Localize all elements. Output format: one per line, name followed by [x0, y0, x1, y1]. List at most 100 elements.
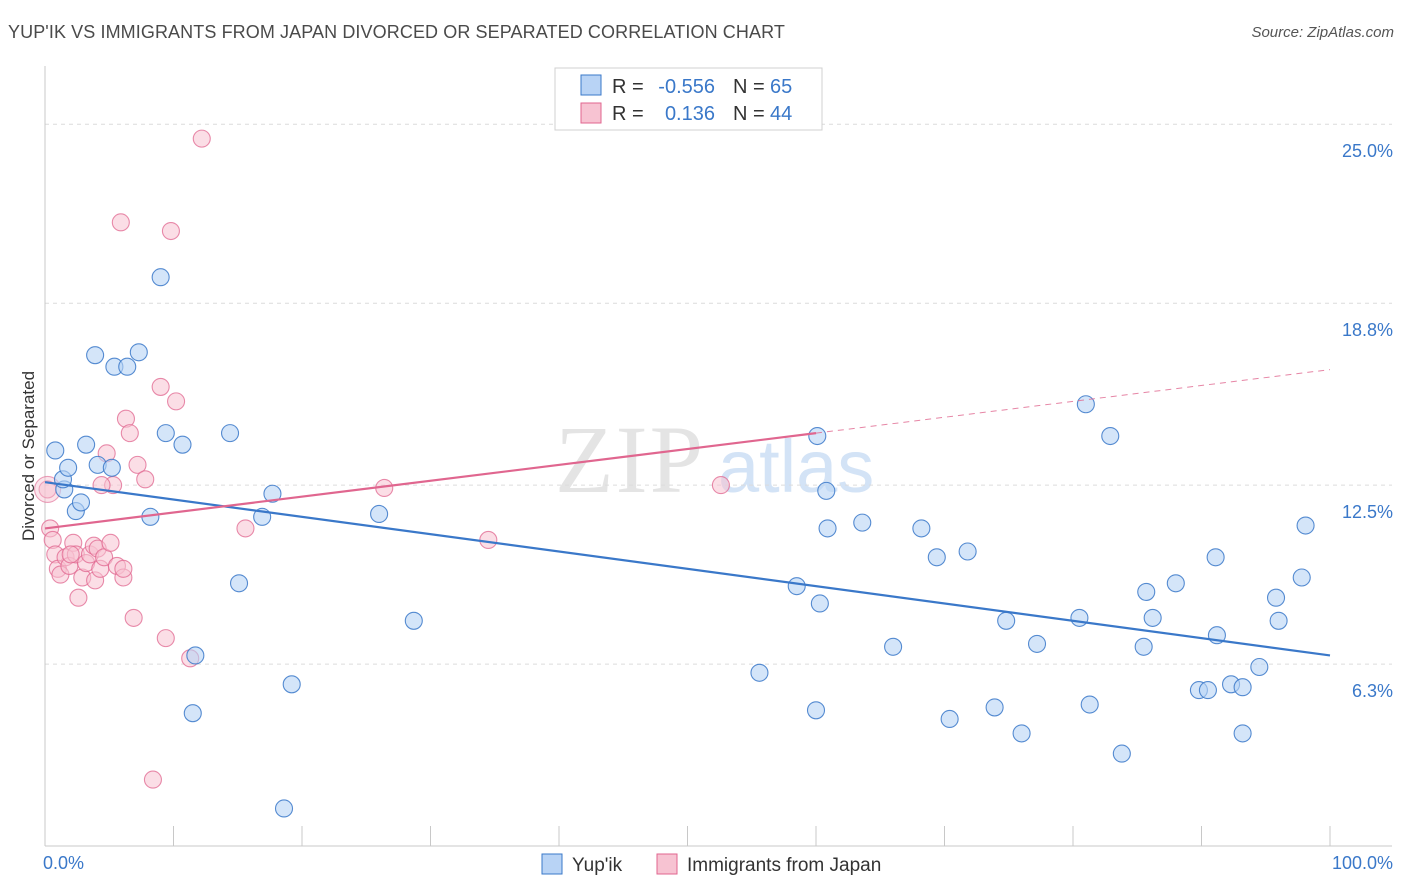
trend-lines — [44, 369, 1331, 657]
yupik-point — [1233, 678, 1252, 697]
yupik-point — [853, 513, 872, 532]
yupik-point — [884, 637, 903, 656]
yupik-point — [1143, 608, 1162, 627]
legend-n-label-2: N = — [733, 103, 765, 125]
japan-point — [236, 519, 255, 538]
japan-point — [192, 129, 211, 148]
yupik-point — [156, 424, 175, 443]
bottom-legend-label-yupik: Yup'ik — [572, 855, 623, 876]
x-tick-label-min: 0.0% — [43, 853, 84, 873]
yupik-point — [1112, 744, 1131, 763]
japan-point — [111, 213, 130, 232]
yupik-point — [787, 577, 806, 596]
yupik-point — [102, 458, 121, 477]
y-tick-label: 6.3% — [1352, 681, 1393, 701]
yupik-point — [808, 426, 827, 446]
yupik-point — [1266, 588, 1286, 607]
yupik-point — [77, 435, 96, 454]
japan-point — [151, 377, 170, 396]
yupik-point — [817, 481, 836, 500]
yupik-point — [370, 504, 389, 524]
legend-swatch-japan — [580, 102, 602, 124]
chart-title: YUP'IK VS IMMIGRANTS FROM JAPAN DIVORCED… — [8, 22, 785, 42]
legend-swatch-yupik — [580, 74, 602, 96]
japan-point — [128, 455, 147, 474]
y-tick-label: 25.0% — [1342, 141, 1393, 161]
yupik-point — [118, 357, 137, 376]
legend-n-label-1: N = — [733, 76, 765, 98]
series-immigrants-from-japan — [34, 129, 730, 789]
yupik-point — [1101, 426, 1120, 446]
legend-r-label-2: R = — [612, 103, 644, 125]
yupik-point — [1250, 657, 1269, 677]
japan-trend-line — [44, 432, 817, 530]
yupik-point — [220, 424, 240, 443]
japan-point — [114, 559, 133, 578]
legend-n-value-1: 65 — [770, 76, 792, 98]
yupik-point — [1166, 574, 1185, 593]
yupik-point — [1070, 608, 1089, 627]
japan-point — [120, 424, 139, 443]
yupik-point — [186, 646, 205, 665]
y-tick-label: 12.5% — [1342, 502, 1393, 522]
yupik-trend-line — [44, 481, 1331, 657]
yupik-point — [151, 268, 170, 287]
yupik-point — [1012, 724, 1031, 743]
japan-point — [479, 530, 498, 550]
bottom-legend-label-japan: Immigrants from Japan — [687, 855, 881, 876]
japan-point — [161, 221, 180, 241]
yupik-point — [1080, 695, 1099, 714]
legend-n-value-2: 44 — [770, 103, 792, 125]
yupik-point — [59, 458, 78, 477]
axes — [44, 66, 1392, 847]
japan-point — [143, 770, 162, 789]
yupik-point — [1292, 568, 1311, 587]
yupik-point — [404, 611, 423, 630]
bottom-legend-swatch-yupik — [541, 853, 563, 875]
x-tick-label-max: 100.0% — [1332, 853, 1393, 873]
yupik-point — [263, 484, 282, 503]
yupik-point — [1198, 681, 1217, 700]
tick-labels: 6.3% 12.5% 18.8% 25.0% 0.0% 100.0% — [43, 141, 1393, 873]
yupik-point — [806, 701, 826, 720]
yupik-point — [1206, 548, 1225, 567]
legend-r-label-1: R = — [612, 76, 644, 98]
japan-point — [61, 545, 80, 564]
yupik-point — [1233, 724, 1252, 743]
yupik-point — [912, 519, 931, 538]
japan-point — [124, 608, 143, 627]
yupik-point — [958, 542, 977, 561]
series-yupik — [46, 268, 1315, 818]
japan-point — [136, 470, 155, 489]
series-legend: Yup'ik Immigrants from Japan — [541, 853, 881, 876]
yupik-point — [229, 574, 249, 593]
yupik-point — [1134, 637, 1153, 656]
yupik-point — [282, 675, 301, 694]
gridlines — [45, 123, 1392, 665]
yupik-point — [1027, 634, 1047, 653]
japan-point — [167, 392, 186, 411]
yupik-point — [129, 343, 148, 362]
yupik-point — [940, 709, 959, 729]
yupik-point — [750, 663, 769, 682]
yupik-point — [71, 493, 91, 512]
y-tick-label: 18.8% — [1342, 320, 1393, 340]
yupik-point — [985, 698, 1004, 717]
legend-r-value-2: 0.136 — [665, 103, 715, 125]
legend-r-value-1: -0.556 — [658, 76, 715, 98]
japan-point — [101, 533, 120, 552]
yupik-point — [1269, 611, 1288, 630]
yupik-point — [173, 435, 192, 454]
yupik-point — [1137, 582, 1156, 601]
watermark-zip: ZIP — [555, 406, 705, 513]
watermark-atlas: atlas — [718, 425, 874, 508]
yupik-point — [86, 346, 105, 365]
yupik-point — [818, 519, 837, 538]
y-axis-label: Divorced or Separated — [19, 371, 38, 541]
japan-trend-extension — [815, 369, 1331, 434]
japan-point — [711, 476, 730, 495]
yupik-point — [997, 611, 1016, 630]
yupik-point — [927, 548, 946, 567]
yupik-point — [183, 704, 202, 723]
chart-source: Source: ZipAtlas.com — [1251, 24, 1394, 41]
